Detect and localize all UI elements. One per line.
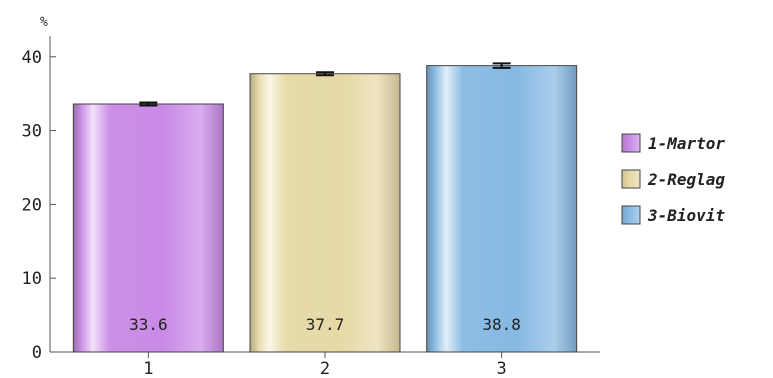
bars: 33.6 37.7 38.8: [72, 62, 578, 353]
y-tick-label: 20: [22, 195, 42, 215]
y-tick-label: 10: [22, 269, 42, 289]
legend-label: 2-Reglag: [647, 170, 725, 189]
x-tick-label: 2: [320, 359, 330, 378]
legend-swatch: [621, 169, 641, 189]
y-tick-label: 30: [22, 122, 42, 142]
y-tick-label: 0: [32, 343, 42, 363]
y-unit-label: %: [40, 15, 48, 30]
bar: [249, 73, 401, 353]
legend-item: 3-Biovit: [621, 205, 725, 225]
legend-item: 2-Reglag: [621, 169, 725, 189]
legend-swatch: [621, 133, 641, 153]
legend: 1-Martor 2-Reglag 3-Biovit: [621, 133, 725, 225]
bar-value-label: 38.8: [482, 315, 521, 334]
bar-group: 38.8: [426, 62, 578, 353]
y-axis: 0 10 20 30 40: [22, 36, 56, 363]
x-tick-label: 1: [143, 359, 153, 378]
legend-swatch: [621, 205, 641, 225]
x-tick-label: 3: [497, 359, 507, 378]
legend-label: 1-Martor: [648, 134, 725, 153]
bar-group: 33.6: [72, 101, 224, 353]
x-axis: 1 2 3: [50, 351, 600, 378]
bar-value-label: 33.6: [129, 315, 168, 334]
bar: [426, 65, 578, 353]
bar-value-label: 37.7: [306, 315, 345, 334]
y-tick-label: 40: [22, 48, 42, 68]
legend-label: 3-Biovit: [647, 206, 725, 225]
bar-group: 37.7: [249, 71, 401, 353]
legend-item: 1-Martor: [621, 133, 725, 153]
